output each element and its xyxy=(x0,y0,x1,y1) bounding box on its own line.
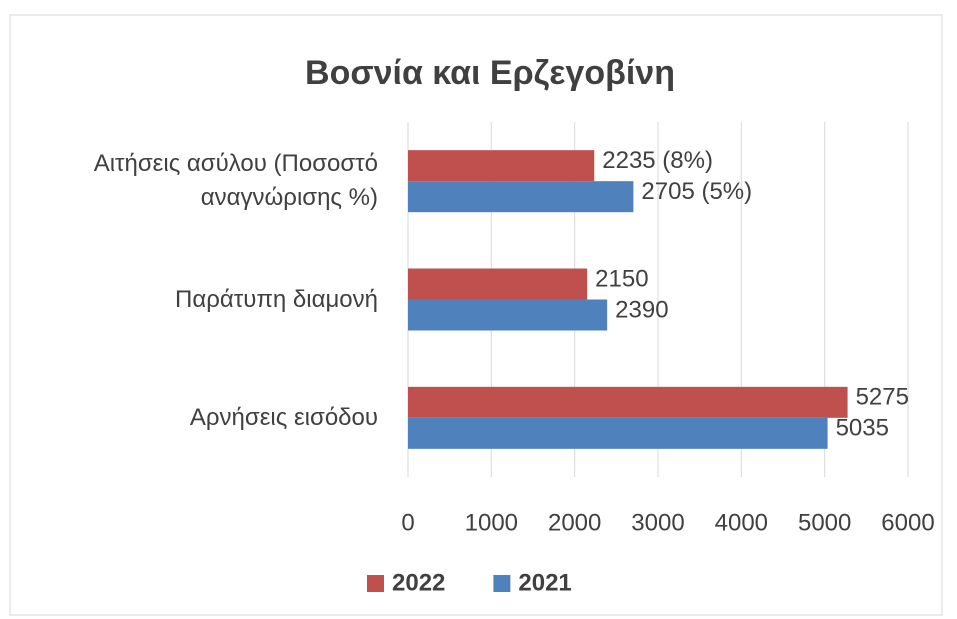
data-label: 2150 xyxy=(595,265,648,292)
data-label: 2705 (5%) xyxy=(641,178,752,205)
x-tick-label: 2000 xyxy=(548,509,601,536)
legend-label: 2021 xyxy=(518,569,571,596)
legend-label: 2022 xyxy=(392,569,445,596)
bar xyxy=(408,386,848,418)
y-tick-label: Παράτυπη διαμονή xyxy=(174,285,378,313)
data-label: 2235 (8%) xyxy=(602,147,713,174)
x-tick-label: 4000 xyxy=(715,509,768,536)
chart-title: Βοσνία και Ερζεγοβίνη xyxy=(305,54,675,92)
y-tick-label: Αιτήσεις ασύλου (Ποσοστό αναγνώρισης %) xyxy=(93,150,378,212)
x-tick-label: 5000 xyxy=(798,509,851,536)
legend-swatch xyxy=(493,575,511,592)
y-tick-label: Αρνήσεις εισόδου xyxy=(189,403,378,431)
bar xyxy=(408,299,608,331)
bar xyxy=(408,268,588,300)
bar xyxy=(408,181,634,213)
data-label: 5035 xyxy=(836,415,889,442)
x-tick-label: 1000 xyxy=(465,509,518,536)
data-label: 2390 xyxy=(615,296,668,323)
bar xyxy=(408,417,828,449)
x-tick-label: 6000 xyxy=(881,509,934,536)
x-tick-label: 0 xyxy=(401,509,414,536)
legend-swatch xyxy=(367,575,384,592)
data-label: 5275 xyxy=(856,384,909,411)
bar xyxy=(408,150,595,182)
x-tick-label: 3000 xyxy=(631,509,684,536)
